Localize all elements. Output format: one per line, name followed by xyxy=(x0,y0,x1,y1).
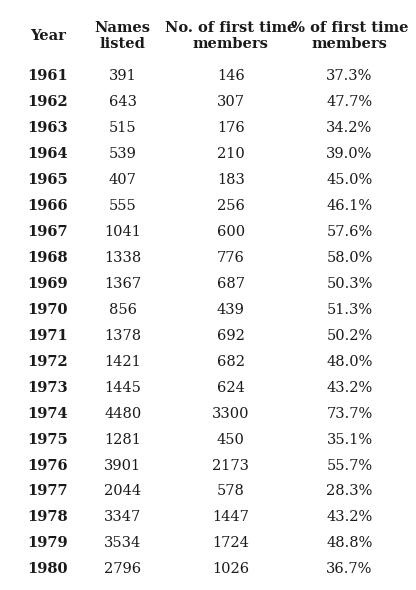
Text: 1980: 1980 xyxy=(27,562,68,576)
Text: 1026: 1026 xyxy=(212,562,250,576)
Text: 1969: 1969 xyxy=(27,277,68,291)
Text: 450: 450 xyxy=(217,432,245,447)
Text: 776: 776 xyxy=(217,251,245,265)
Text: 1445: 1445 xyxy=(104,381,141,395)
Text: 58.0%: 58.0% xyxy=(326,251,373,265)
Text: 1978: 1978 xyxy=(27,510,68,525)
Text: 856: 856 xyxy=(109,303,137,317)
Text: 50.2%: 50.2% xyxy=(326,329,373,343)
Text: Year: Year xyxy=(30,29,66,43)
Text: 48.0%: 48.0% xyxy=(326,355,373,369)
Text: 3300: 3300 xyxy=(212,407,250,421)
Text: 643: 643 xyxy=(109,95,137,109)
Text: 1979: 1979 xyxy=(27,536,68,550)
Text: 28.3%: 28.3% xyxy=(326,484,373,499)
Text: 1281: 1281 xyxy=(104,432,141,447)
Text: 3901: 3901 xyxy=(104,458,141,473)
Text: 1966: 1966 xyxy=(27,199,68,213)
Text: 515: 515 xyxy=(109,121,136,135)
Text: 682: 682 xyxy=(217,355,245,369)
Text: 1378: 1378 xyxy=(104,329,141,343)
Text: 146: 146 xyxy=(217,69,245,83)
Text: 45.0%: 45.0% xyxy=(326,173,373,187)
Text: 37.3%: 37.3% xyxy=(326,69,373,83)
Text: 539: 539 xyxy=(109,147,137,161)
Text: 687: 687 xyxy=(217,277,245,291)
Text: 1724: 1724 xyxy=(213,536,249,550)
Text: 1367: 1367 xyxy=(104,277,141,291)
Text: 391: 391 xyxy=(109,69,136,83)
Text: 1967: 1967 xyxy=(27,225,68,239)
Text: 1961: 1961 xyxy=(27,69,68,83)
Text: 47.7%: 47.7% xyxy=(327,95,372,109)
Text: 34.2%: 34.2% xyxy=(326,121,373,135)
Text: 307: 307 xyxy=(217,95,245,109)
Text: 624: 624 xyxy=(217,381,245,395)
Text: No. of first time
members: No. of first time members xyxy=(165,21,297,51)
Text: 1971: 1971 xyxy=(27,329,68,343)
Text: 1968: 1968 xyxy=(27,251,68,265)
Text: 1970: 1970 xyxy=(27,303,68,317)
Text: 578: 578 xyxy=(217,484,245,499)
Text: 1976: 1976 xyxy=(27,458,68,473)
Text: 36.7%: 36.7% xyxy=(326,562,373,576)
Text: 73.7%: 73.7% xyxy=(326,407,373,421)
Text: 43.2%: 43.2% xyxy=(326,510,373,525)
Text: 210: 210 xyxy=(217,147,245,161)
Text: 1963: 1963 xyxy=(27,121,68,135)
Text: 1965: 1965 xyxy=(27,173,68,187)
Text: 1338: 1338 xyxy=(104,251,141,265)
Text: 1421: 1421 xyxy=(104,355,141,369)
Text: 4480: 4480 xyxy=(104,407,141,421)
Text: % of first time
members: % of first time members xyxy=(291,21,408,51)
Text: 407: 407 xyxy=(109,173,137,187)
Text: 46.1%: 46.1% xyxy=(327,199,372,213)
Text: 1041: 1041 xyxy=(104,225,141,239)
Text: 43.2%: 43.2% xyxy=(326,381,373,395)
Text: 51.3%: 51.3% xyxy=(327,303,372,317)
Text: 55.7%: 55.7% xyxy=(327,458,372,473)
Text: Names
listed: Names listed xyxy=(95,21,151,51)
Text: 1974: 1974 xyxy=(27,407,68,421)
Text: 1964: 1964 xyxy=(27,147,68,161)
Text: 48.8%: 48.8% xyxy=(326,536,373,550)
Text: 256: 256 xyxy=(217,199,245,213)
Text: 3347: 3347 xyxy=(104,510,141,525)
Text: 39.0%: 39.0% xyxy=(326,147,373,161)
Text: 35.1%: 35.1% xyxy=(327,432,372,447)
Text: 692: 692 xyxy=(217,329,245,343)
Text: 2044: 2044 xyxy=(104,484,141,499)
Text: 50.3%: 50.3% xyxy=(326,277,373,291)
Text: 2173: 2173 xyxy=(213,458,249,473)
Text: 1962: 1962 xyxy=(27,95,68,109)
Text: 3534: 3534 xyxy=(104,536,141,550)
Text: 1972: 1972 xyxy=(27,355,68,369)
Text: 1977: 1977 xyxy=(27,484,68,499)
Text: 176: 176 xyxy=(217,121,245,135)
Text: 1973: 1973 xyxy=(27,381,68,395)
Text: 57.6%: 57.6% xyxy=(326,225,373,239)
Text: 600: 600 xyxy=(217,225,245,239)
Text: 1975: 1975 xyxy=(27,432,68,447)
Text: 1447: 1447 xyxy=(213,510,249,525)
Text: 555: 555 xyxy=(109,199,136,213)
Text: 439: 439 xyxy=(217,303,245,317)
Text: 2796: 2796 xyxy=(104,562,141,576)
Text: 183: 183 xyxy=(217,173,245,187)
